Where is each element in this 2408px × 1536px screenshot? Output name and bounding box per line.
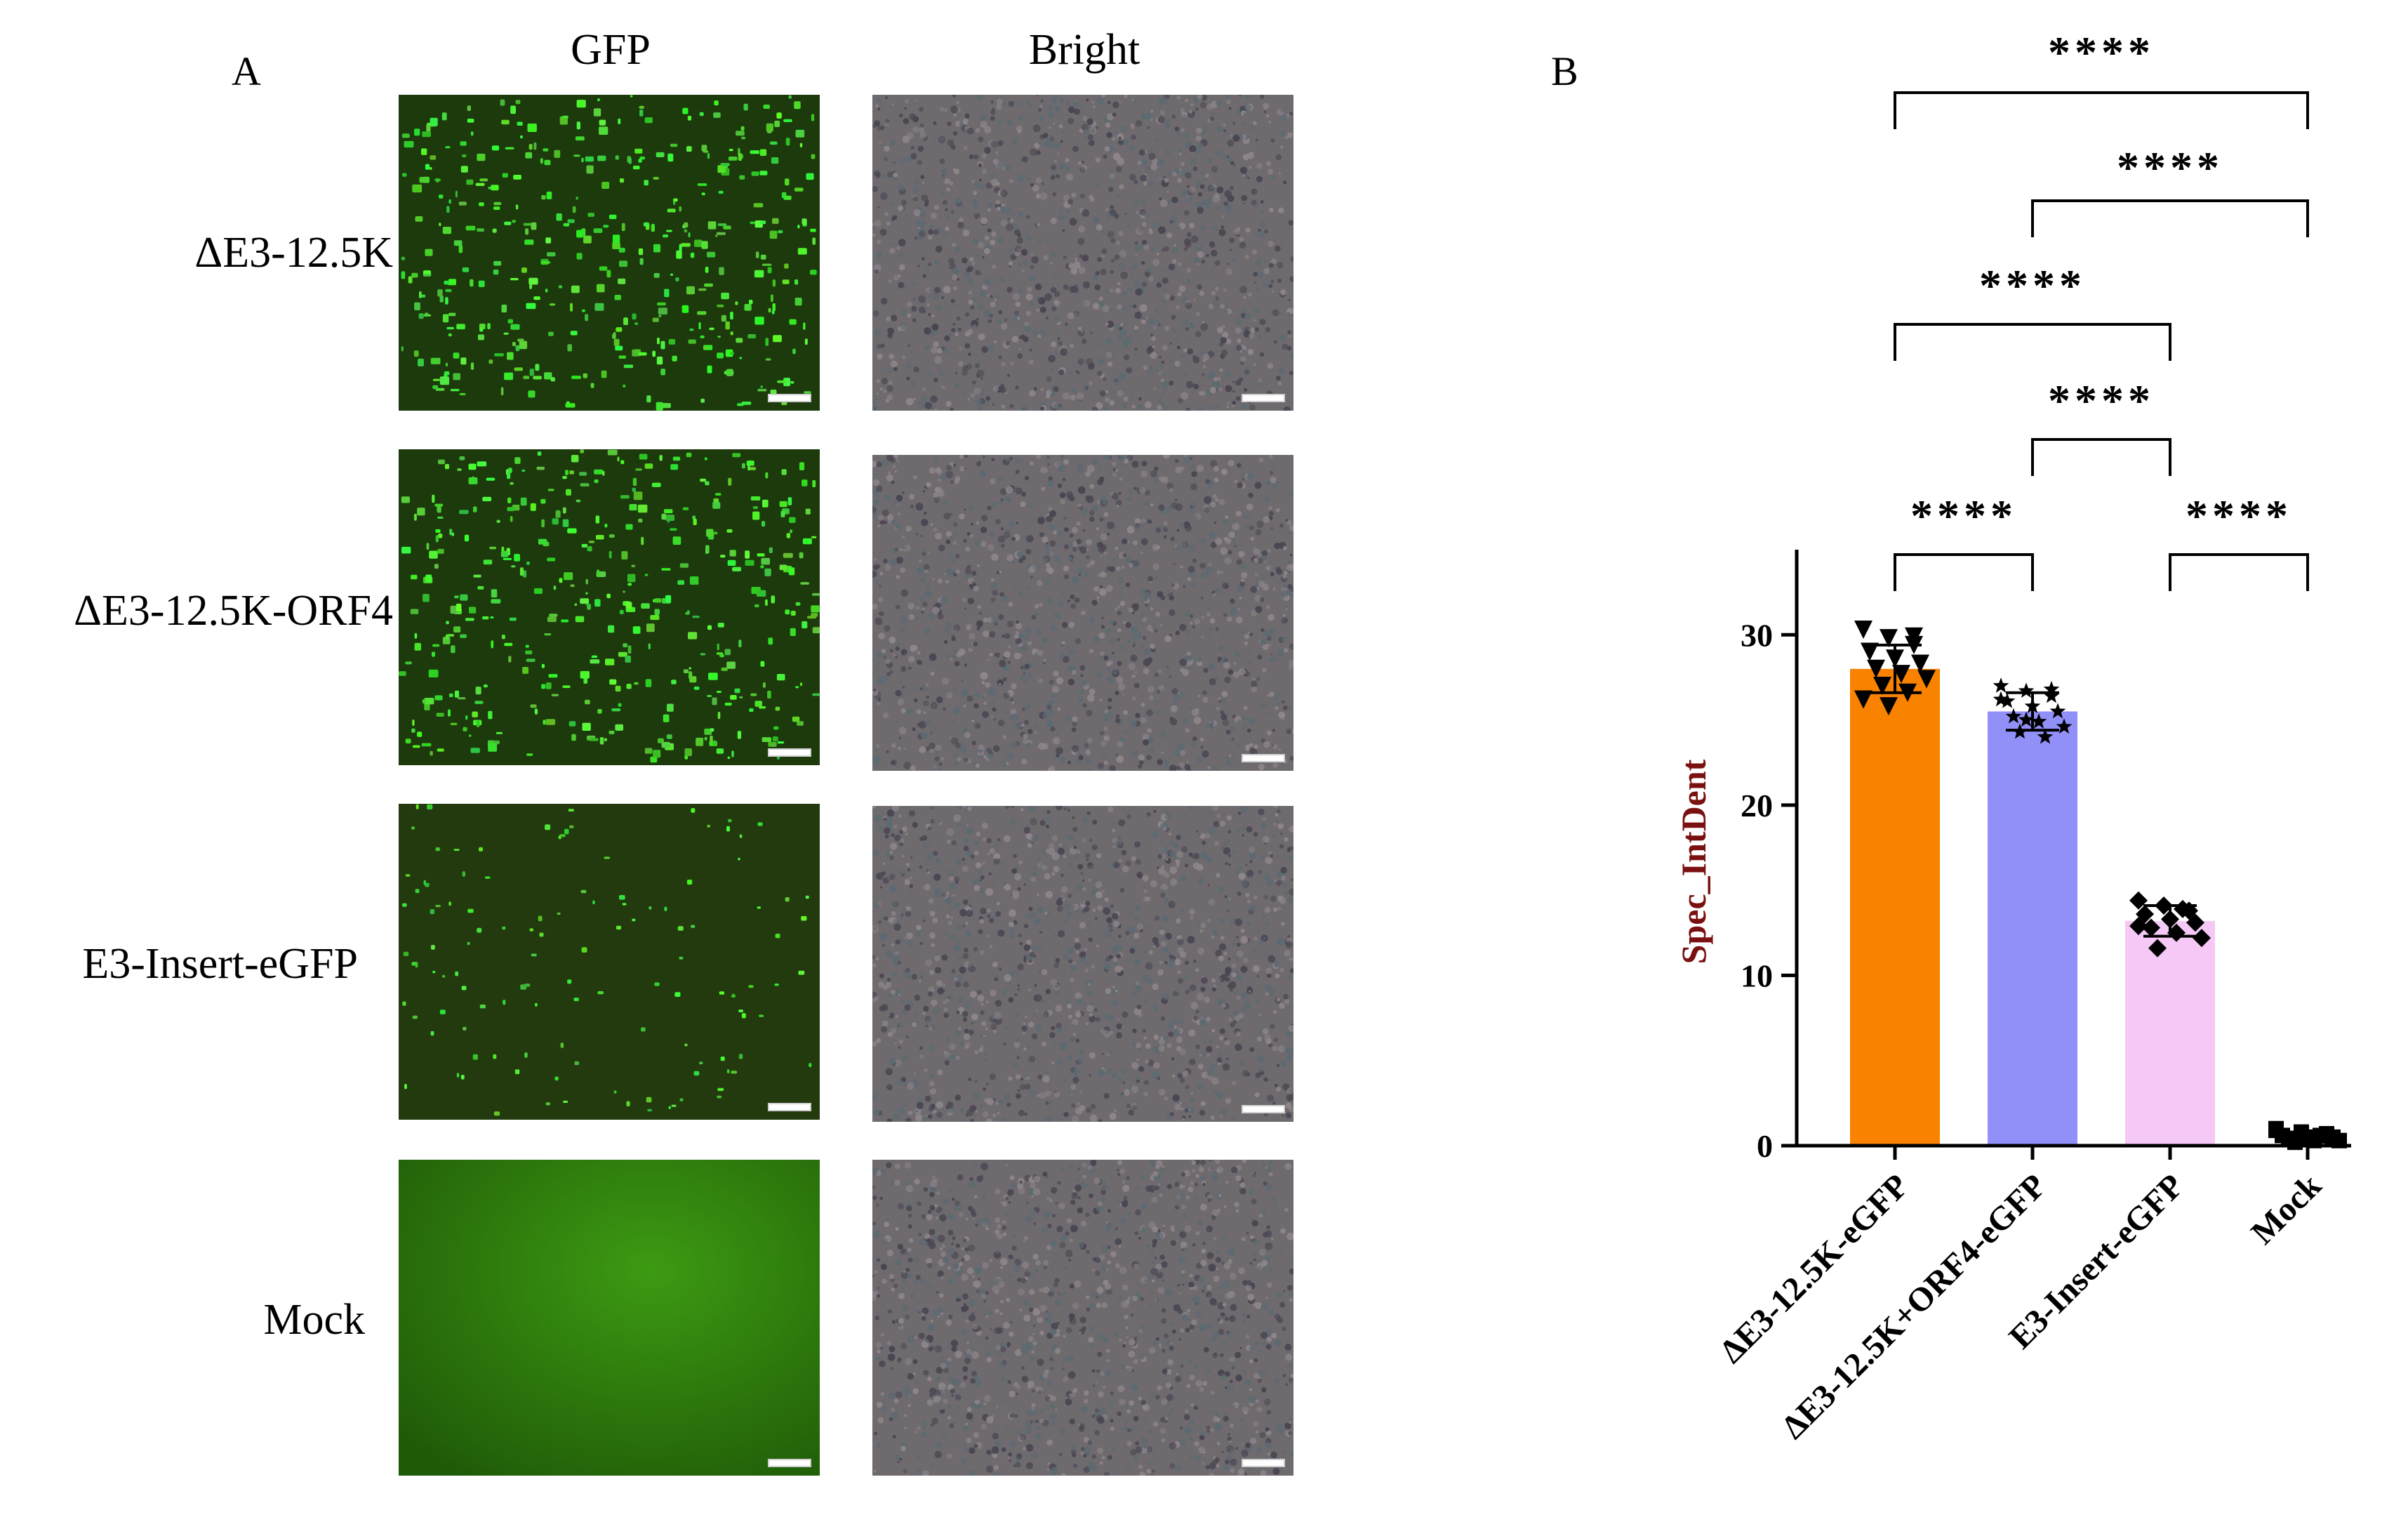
data-point bbox=[2142, 918, 2160, 937]
row-label-mock: Mock bbox=[263, 1296, 365, 1344]
row-label-de3-12-5k: ΔE3-12.5K bbox=[194, 229, 393, 277]
significance-label: **** bbox=[2117, 143, 2223, 192]
data-point bbox=[2129, 917, 2148, 936]
significance-bracket bbox=[1894, 323, 2171, 361]
data-point bbox=[2129, 891, 2148, 910]
significance-bracket bbox=[2031, 438, 2171, 476]
row-label-de3-12-5k-orf4: ΔE3-12.5K-ORF4 bbox=[74, 587, 393, 635]
data-point bbox=[2018, 711, 2035, 727]
data-point bbox=[2331, 1132, 2347, 1148]
significance-label: **** bbox=[2048, 376, 2155, 425]
bright-image-de3-12-5k-orf4 bbox=[872, 455, 1293, 771]
data-point bbox=[2043, 680, 2060, 696]
scale-bar bbox=[768, 748, 811, 757]
significance-label: **** bbox=[1910, 491, 2017, 541]
data-point bbox=[2030, 713, 2047, 729]
significance-bracket bbox=[2031, 199, 2309, 237]
bar-0 bbox=[1850, 668, 1940, 1146]
scale-bar bbox=[1242, 1105, 1285, 1113]
bright-image-de3-12-5k bbox=[872, 95, 1293, 411]
panel-b-label: B bbox=[1551, 48, 1578, 94]
data-point bbox=[1905, 627, 1923, 646]
y-axis-label: Spec_IntDent bbox=[1674, 759, 1713, 964]
data-point bbox=[1867, 659, 1885, 678]
y-tick-label: 10 bbox=[1741, 958, 1773, 993]
gfp-image-de3-12-5k bbox=[399, 95, 820, 411]
scale-bar bbox=[768, 394, 811, 402]
data-point bbox=[1892, 665, 1910, 684]
x-tick-label: Mock bbox=[2244, 1167, 2329, 1252]
data-point bbox=[2018, 682, 2035, 698]
data-point bbox=[1993, 691, 2009, 707]
data-point bbox=[2193, 929, 2211, 948]
column-header-bright: Bright bbox=[1028, 26, 1140, 74]
data-point bbox=[1873, 677, 1891, 696]
data-point bbox=[1880, 629, 1898, 648]
scale-bar bbox=[768, 1459, 811, 1467]
data-point bbox=[1917, 670, 1936, 689]
data-point bbox=[1999, 692, 2016, 708]
bar-2 bbox=[2125, 920, 2215, 1146]
data-point bbox=[2148, 939, 2167, 958]
data-point bbox=[1861, 642, 1879, 661]
gfp-image-de3-12-5k-orf4 bbox=[399, 449, 820, 765]
row-label-e3-insert-egfp: E3-Insert-eGFP bbox=[82, 940, 358, 988]
bar-1 bbox=[1988, 711, 2077, 1146]
data-point bbox=[2049, 703, 2066, 719]
scale-bar bbox=[1242, 1459, 1285, 1467]
data-point bbox=[2313, 1127, 2328, 1144]
y-tick-label: 0 bbox=[1757, 1128, 1773, 1164]
y-tick-label: 20 bbox=[1741, 788, 1773, 823]
data-point bbox=[1854, 690, 1872, 709]
scale-bar bbox=[768, 1103, 811, 1111]
data-point bbox=[2005, 708, 2022, 724]
bright-image-mock bbox=[872, 1160, 1293, 1476]
scale-bar bbox=[1242, 754, 1285, 762]
data-point bbox=[2056, 718, 2073, 734]
scale-bar bbox=[1242, 394, 1285, 402]
significance-label: **** bbox=[2048, 27, 2155, 77]
significance-label: **** bbox=[1979, 260, 2086, 310]
significance-bracket bbox=[1894, 91, 2309, 129]
gfp-image-e3-insert-egfp bbox=[399, 804, 820, 1120]
data-point bbox=[1880, 697, 1898, 716]
significance-label: **** bbox=[2186, 491, 2292, 541]
column-header-gfp: GFP bbox=[571, 26, 651, 74]
significance-bracket bbox=[2169, 553, 2309, 591]
data-point bbox=[2268, 1123, 2284, 1139]
x-tick-label: ΔE3-12.5K+ORF4-eGFP bbox=[1774, 1167, 2054, 1446]
data-point bbox=[1993, 677, 2009, 693]
data-point bbox=[1911, 654, 1929, 673]
data-point bbox=[2037, 728, 2054, 744]
gfp-image-mock bbox=[399, 1160, 820, 1476]
data-point bbox=[2043, 687, 2060, 703]
bright-image-e3-insert-egfp bbox=[872, 806, 1293, 1122]
significance-bracket bbox=[1894, 553, 2034, 591]
data-point bbox=[1854, 621, 1872, 640]
data-point bbox=[2186, 913, 2204, 932]
y-tick-label: 30 bbox=[1741, 617, 1773, 653]
panel-a-label: A bbox=[232, 48, 261, 94]
